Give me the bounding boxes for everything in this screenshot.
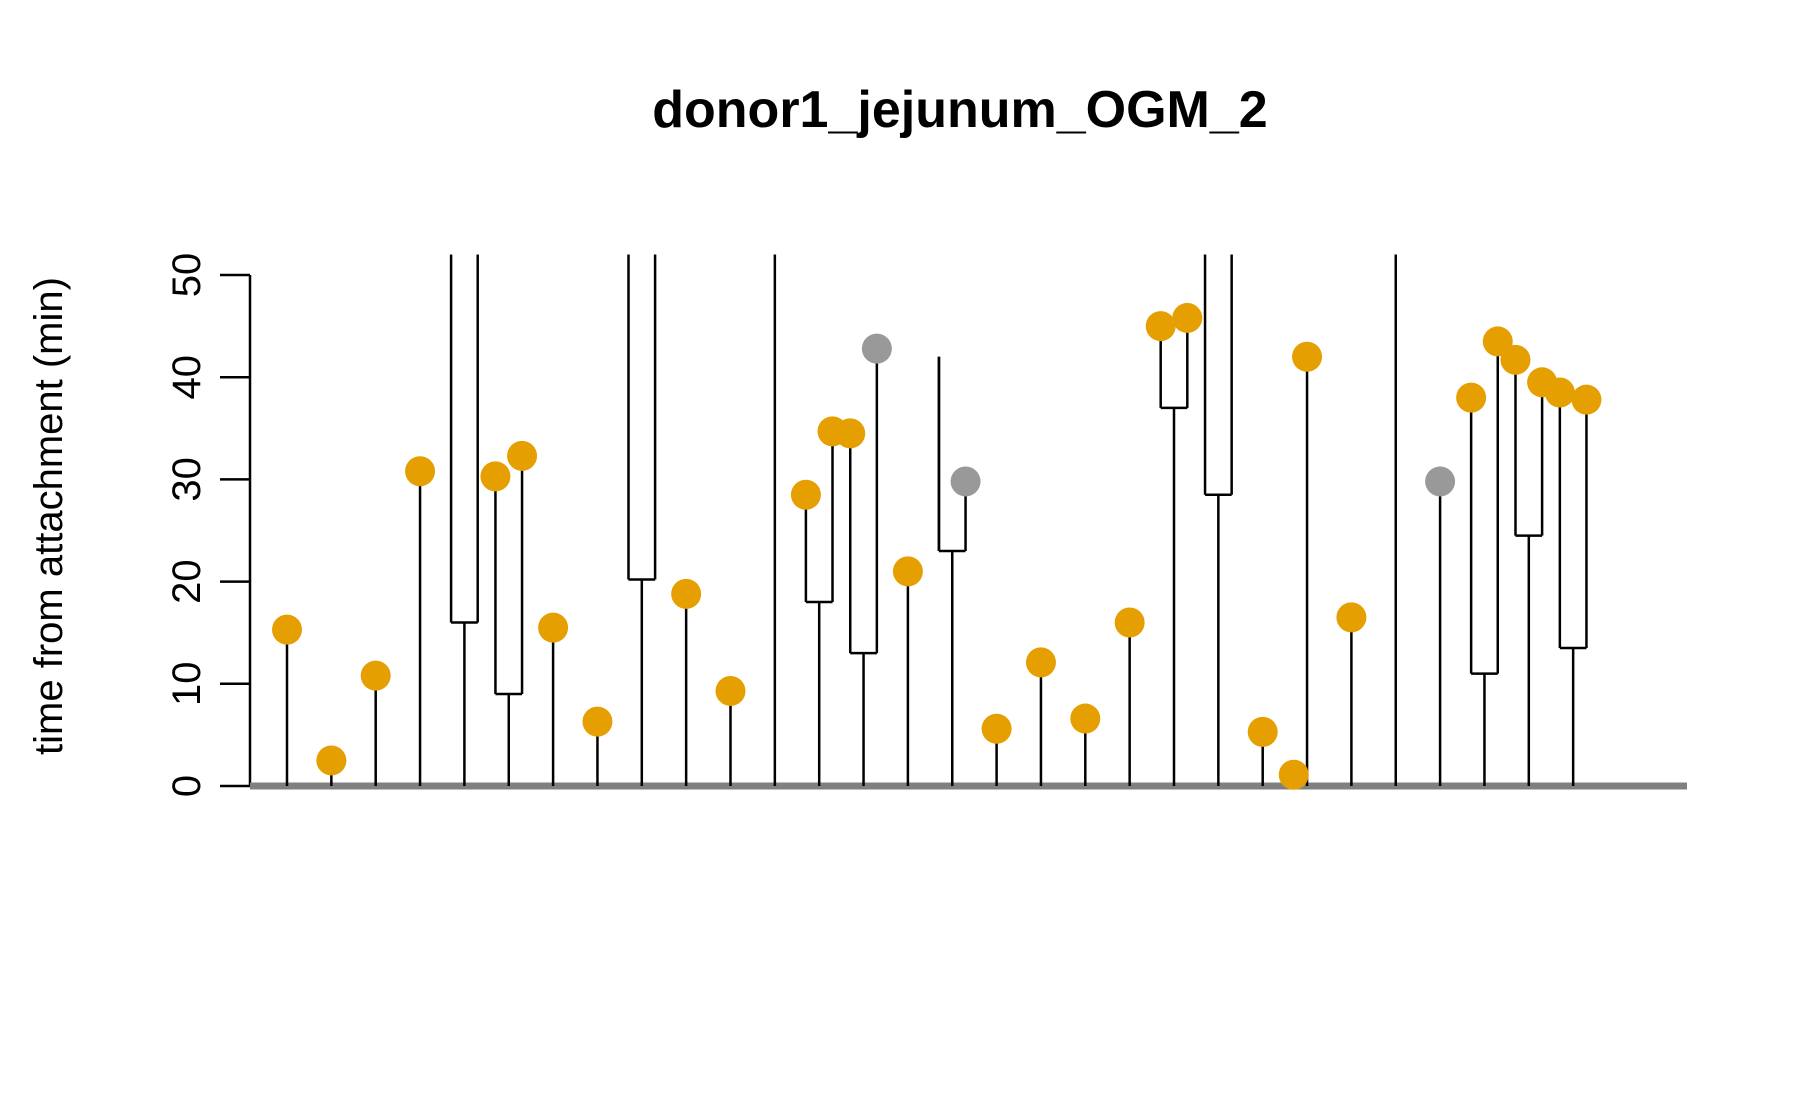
y-tick-label: 0	[165, 775, 209, 797]
leaf-point	[1145, 311, 1176, 342]
y-tick-label: 10	[165, 662, 209, 707]
leaf-point	[1172, 302, 1203, 333]
y-axis: 0 10 20 30 40 50	[165, 253, 252, 797]
leaf-point	[1114, 607, 1145, 638]
y-axis-label: time from attachment (min)	[27, 277, 71, 755]
leaf-point	[316, 745, 347, 776]
leaf-point	[715, 675, 746, 706]
leaf-point	[1247, 716, 1278, 747]
leaf-point	[1025, 647, 1056, 678]
leaf-point	[892, 556, 923, 587]
leaf-point	[507, 440, 538, 471]
censored-point	[1425, 466, 1456, 497]
leaf-point	[981, 713, 1012, 744]
leaf-point	[790, 479, 821, 510]
leaf-point	[1571, 384, 1602, 415]
leaf-point	[1292, 341, 1323, 372]
leaf-point	[1278, 759, 1309, 790]
leaf-point	[1456, 382, 1487, 413]
leaf-point	[272, 614, 302, 645]
timepoints	[272, 302, 1602, 790]
leaf-point	[480, 461, 511, 492]
leaf-point	[835, 418, 866, 449]
leaf-point	[1336, 602, 1367, 633]
y-tick-label: 30	[165, 457, 209, 502]
leaf-point	[1544, 377, 1575, 408]
censored-point	[861, 333, 892, 364]
leaf-point	[360, 660, 391, 691]
chart-title: donor1_jejunum_OGM_2	[652, 81, 1267, 139]
censored-point	[950, 466, 981, 497]
leaf-point	[405, 456, 436, 487]
y-tick-label: 50	[165, 253, 209, 298]
y-tick-label: 20	[165, 559, 209, 604]
leaf-point	[582, 706, 613, 737]
lineage-tree	[250, 254, 1687, 790]
leaf-point	[671, 578, 702, 609]
leaf-point	[1070, 703, 1101, 734]
leaf-point	[538, 612, 569, 643]
y-tick-label: 40	[165, 355, 209, 400]
leaf-point	[1500, 344, 1531, 375]
